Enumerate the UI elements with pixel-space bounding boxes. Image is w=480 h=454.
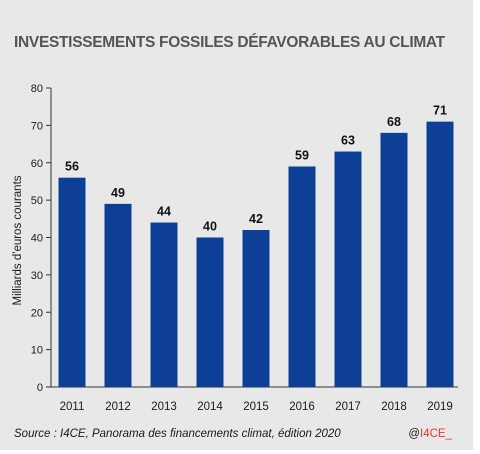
value-label-2017: 63 — [341, 134, 355, 148]
value-label-2019: 71 — [433, 104, 447, 118]
credit: @I4CE_ — [408, 428, 452, 440]
y-tick-label: 10 — [31, 345, 43, 357]
y-tick-label: 40 — [31, 233, 43, 245]
labels: 0 10 20 30 40 50 60 70 80 Milliards d'euros coura… — [12, 83, 453, 413]
x-tick-label-2016: 2016 — [289, 401, 315, 413]
bar-2014 — [196, 237, 224, 387]
bar-2012 — [104, 203, 132, 387]
credit-prefix: @ — [408, 428, 421, 440]
bar-chart: 0 10 20 30 40 50 60 70 80 Milliards d'euros coura… — [12, 83, 458, 413]
credit-brand-i4ce: I4CE_ — [420, 428, 452, 440]
chart-title: INVESTISSEMENTS FOSSILES DÉFAVORABLES AU… — [14, 34, 445, 51]
y-tick-label: 30 — [31, 270, 43, 282]
y-tick-label: 20 — [31, 307, 43, 319]
x-tick-label-2012: 2012 — [105, 401, 131, 413]
x-tick-label-2018: 2018 — [381, 401, 407, 413]
value-label-2013: 44 — [157, 205, 171, 219]
x-tick-label-2013: 2013 — [151, 401, 177, 413]
value-label-2015: 42 — [249, 212, 263, 226]
x-tick-label-2015: 2015 — [243, 401, 269, 413]
value-label-2011: 56 — [65, 160, 79, 174]
y-axis-title: Milliards d'euros courants — [12, 175, 24, 305]
bar-2015 — [242, 230, 270, 387]
bar-2016 — [288, 166, 316, 387]
y-tick-label: 50 — [31, 195, 43, 207]
bar-2017 — [334, 151, 362, 387]
x-tick-label-2014: 2014 — [197, 401, 223, 413]
x-tick-label-2017: 2017 — [335, 401, 361, 413]
y-tick-label: 60 — [31, 158, 43, 170]
bar-2013 — [150, 222, 178, 387]
bar-2018 — [380, 132, 408, 387]
chart-card: INVESTISSEMENTS FOSSILES DÉFAVORABLES AU… — [0, 0, 473, 450]
bar-2011 — [58, 177, 86, 387]
value-label-2012: 49 — [111, 186, 125, 200]
value-label-2014: 40 — [203, 220, 217, 234]
x-tick-label-2019: 2019 — [427, 401, 453, 413]
y-tick-label: 70 — [31, 120, 43, 132]
x-tick-label-2011: 2011 — [60, 401, 85, 413]
value-label-2018: 68 — [387, 115, 401, 129]
value-label-2016: 59 — [295, 148, 309, 162]
source-note: Source : I4CE, Panorama des financements… — [14, 428, 341, 440]
bar-2019 — [426, 121, 454, 387]
y-tick-label: 0 — [37, 382, 43, 394]
bars — [58, 121, 454, 387]
y-tick-label: 80 — [31, 83, 43, 95]
